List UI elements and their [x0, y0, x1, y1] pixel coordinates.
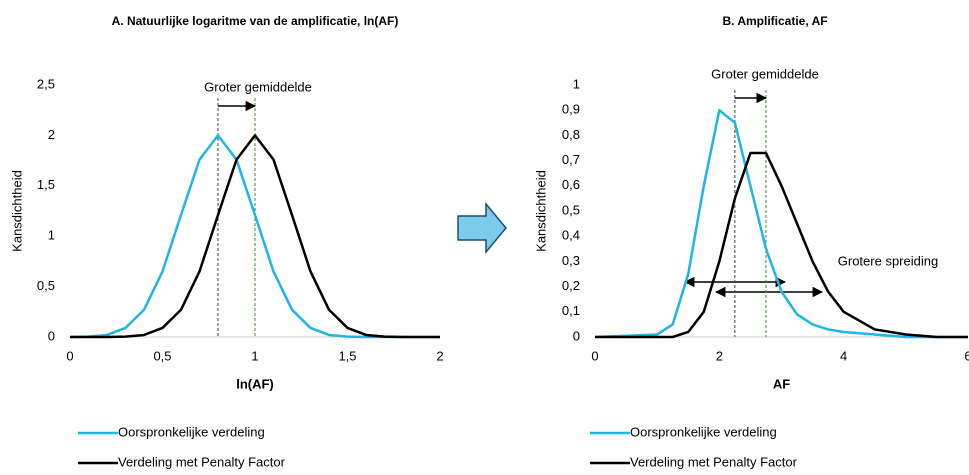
y-tick-label: 0,3 [562, 253, 580, 268]
x-axis-label: ln(AF) [236, 376, 274, 391]
legend-label: Oorspronkelijke verdeling [118, 424, 265, 439]
annotation: Groter gemiddelde [204, 79, 312, 94]
y-tick-label: 0,6 [562, 177, 580, 192]
y-tick-label: 2 [48, 127, 55, 142]
x-tick-label: 1 [251, 348, 258, 363]
x-tick-label: 6 [964, 348, 969, 363]
chart-title: A. Natuurlijke logaritme van de amplific… [112, 14, 399, 28]
legend-label: Oorspronkelijke verdeling [630, 424, 777, 439]
y-tick-label: 0,8 [562, 127, 580, 142]
y-tick-label: 0,5 [562, 202, 580, 217]
legend-label: Verdeling met Penalty Factor [118, 454, 286, 469]
x-tick-label: 0 [66, 348, 73, 363]
x-tick-label: 2 [716, 348, 723, 363]
y-tick-label: 1 [48, 228, 55, 243]
x-tick-label: 2 [436, 348, 443, 363]
x-tick-label: 0,5 [153, 348, 171, 363]
y-axis-label: Kansdichtheid [533, 170, 548, 252]
y-tick-label: 0,7 [562, 152, 580, 167]
y-tick-label: 1,5 [37, 177, 55, 192]
annotation: Groter gemiddelde [711, 66, 819, 81]
y-tick-label: 0,2 [562, 278, 580, 293]
y-tick-label: 1 [573, 76, 580, 91]
series-line [70, 134, 440, 339]
x-tick-label: 1,5 [338, 348, 356, 363]
series-line [594, 108, 968, 339]
y-tick-label: 0 [573, 328, 580, 343]
y-tick-label: 2,5 [37, 76, 55, 91]
chart-title: B. Amplificatie, AF [722, 14, 827, 28]
x-axis-label: AF [773, 376, 790, 391]
y-tick-label: 0,9 [562, 102, 580, 117]
annotation: Grotere spreiding [838, 253, 938, 268]
x-tick-label: 0 [591, 348, 598, 363]
transition-arrow [457, 201, 507, 255]
y-axis-label: Kansdichtheid [9, 170, 24, 252]
y-tick-label: 0,1 [562, 303, 580, 318]
series-line [595, 151, 968, 339]
y-tick-label: 0,5 [37, 278, 55, 293]
legend-label: Verdeling met Penalty Factor [630, 454, 798, 469]
y-tick-label: 0,4 [562, 228, 580, 243]
y-tick-label: 0 [48, 328, 55, 343]
x-tick-label: 4 [840, 348, 847, 363]
